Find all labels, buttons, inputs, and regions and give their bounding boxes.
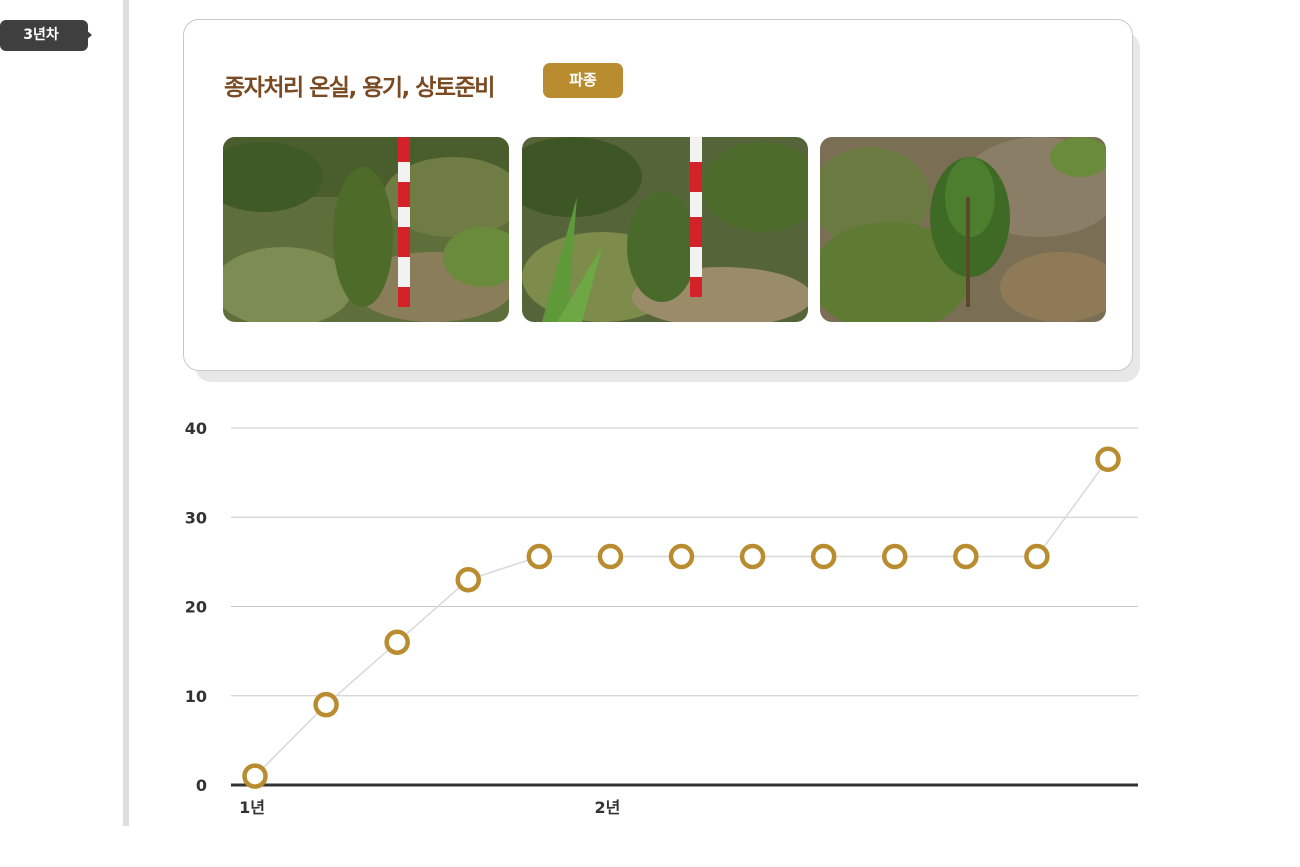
data-point <box>526 543 553 570</box>
seedling-photo-image <box>522 137 808 322</box>
x-axis-ticks: 1년 2년 <box>239 798 620 817</box>
series-points <box>242 446 1121 789</box>
data-point <box>384 629 410 655</box>
y-tick-label: 10 <box>185 687 207 706</box>
x-tick-label: 1년 <box>239 798 265 817</box>
y-axis-ticks: 0 10 20 30 40 <box>185 419 207 795</box>
seedling-photo-1 <box>223 137 509 322</box>
y-tick-label: 0 <box>196 776 207 795</box>
chart-grid <box>231 427 1138 787</box>
seedling-photo-image <box>223 137 509 322</box>
data-point <box>242 763 268 789</box>
x-tick-label: 2년 <box>594 798 620 817</box>
y-tick-label: 30 <box>185 508 207 527</box>
data-point <box>810 543 837 570</box>
data-point <box>455 566 481 593</box>
stage-card: 종자처리 온실, 용기, 상토준비 파종 <box>183 19 1133 371</box>
data-point <box>597 543 624 570</box>
data-point <box>953 543 979 570</box>
y-tick-label: 20 <box>185 598 207 617</box>
year-badge-arrow <box>86 30 92 40</box>
seedling-photo-2 <box>522 137 808 322</box>
seedling-photo-3 <box>820 137 1106 322</box>
seedling-photo-image <box>820 137 1106 322</box>
series-line <box>254 458 1109 777</box>
data-point <box>882 543 908 570</box>
timeline-line <box>123 0 129 826</box>
year-badge: 3년차 <box>0 20 88 51</box>
data-point <box>668 543 695 570</box>
data-point <box>313 691 339 718</box>
data-point <box>1024 543 1050 570</box>
y-tick-label: 40 <box>185 419 207 438</box>
card-title: 종자처리 온실, 용기, 상토준비 <box>224 75 495 101</box>
data-point <box>1095 446 1121 472</box>
series-polyline <box>254 458 1109 777</box>
stage-tag: 파종 <box>543 63 623 98</box>
data-point <box>739 543 766 570</box>
